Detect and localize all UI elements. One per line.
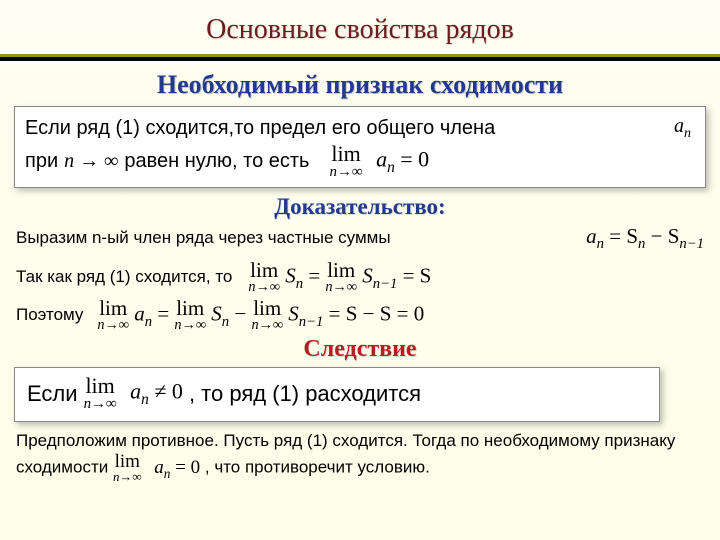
theorem-text-3: равен нулю, то есть [124,148,309,175]
corollary-box: Если limn→∞ an ≠ 0 , то ряд (1) расходит… [14,367,660,422]
theorem-box: Если ряд (1) сходится,то предел его обще… [14,106,706,188]
math-lim-an-zero: limn→∞ an = 0 [329,144,429,179]
proof-line-1: Выразим n-ый член ряда через частные сум… [16,222,704,255]
corollary-header: Следствие [0,336,720,363]
divider [0,54,720,64]
math-a-n: an [674,113,691,144]
contradiction-text: Предположим противное. Пусть ряд (1) схо… [16,430,704,483]
proof-line-3: Поэтому limn→∞ an = limn→∞ Sn − limn→∞ S… [16,299,704,333]
title-area: Основные свойства рядов [0,0,720,54]
corollary-text-2: , то ряд (1) расходится [189,379,421,409]
math-n-to-inf: n → ∞ [64,148,118,175]
corollary-text-1: Если [27,379,78,409]
theorem-text-1: Если ряд (1) сходится,то предел его обще… [25,115,495,142]
subtitle: Необходимый признак сходимости [0,70,720,100]
proof-header: Доказательство: [0,194,720,220]
page-title: Основные свойства рядов [0,14,720,46]
theorem-text-2: при [25,148,58,175]
proof-line-2: Так как ряд (1) сходится, то limn→∞ Sn =… [16,261,704,295]
